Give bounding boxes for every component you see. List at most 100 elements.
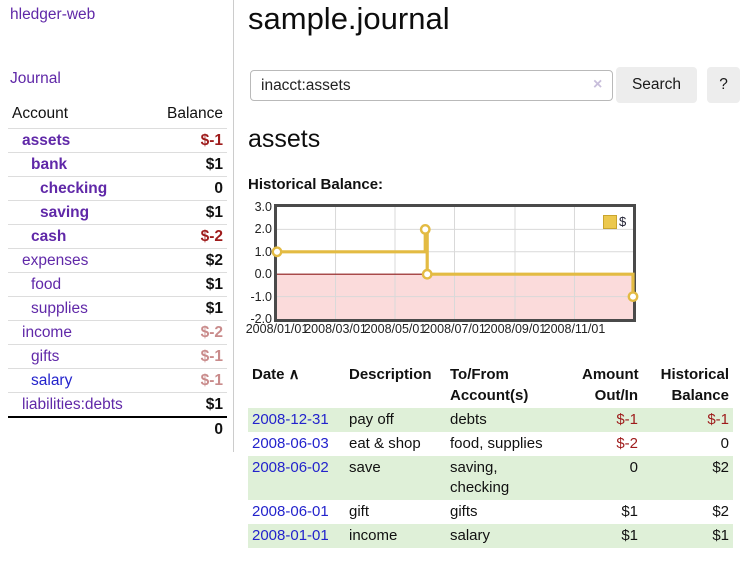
account-row: salary $-1 xyxy=(8,368,227,392)
sidebar-item-journal[interactable]: Journal xyxy=(10,70,61,87)
account-balance: $1 xyxy=(205,276,223,293)
transaction-amount: $-1 xyxy=(616,411,638,428)
x-tick-label: 2008/05/01 xyxy=(363,322,427,336)
column-header-historical-balance: Historical Balance xyxy=(660,366,729,404)
account-balance: $1 xyxy=(205,204,223,221)
account-balance: $-2 xyxy=(200,324,223,341)
y-tick-label: 3.0 xyxy=(254,200,272,214)
column-header-date[interactable]: Date ∧ xyxy=(252,366,300,383)
y-tick-label: -1.0 xyxy=(250,289,272,304)
y-tick-label: 1.0 xyxy=(254,244,272,259)
account-link[interactable]: expenses xyxy=(22,252,89,269)
transaction-amount: $-2 xyxy=(616,435,638,452)
transaction-description: save xyxy=(349,459,381,476)
account-row: income $-2 xyxy=(8,320,227,344)
transaction-date-link[interactable]: 2008-06-03 xyxy=(252,435,329,452)
transaction-amount: 0 xyxy=(629,459,638,476)
transaction-balance: $-1 xyxy=(707,411,729,428)
account-link[interactable]: liabilities:debts xyxy=(22,396,123,413)
account-link[interactable]: salary xyxy=(31,372,73,389)
account-balance: 0 xyxy=(214,180,223,197)
y-tick-label: 2.0 xyxy=(254,222,272,237)
account-link[interactable]: income xyxy=(22,324,72,341)
chart-legend: $ xyxy=(603,214,626,229)
transaction-balance: $2 xyxy=(712,503,729,520)
balance-chart: $ xyxy=(271,204,639,322)
transaction-balance: 0 xyxy=(720,435,729,452)
chart-canvas xyxy=(271,207,639,319)
x-tick-label: 2008/11/01 xyxy=(543,322,606,336)
account-link[interactable]: bank xyxy=(31,156,68,173)
transaction-row: 2008-12-31 pay off debts $-1 $-1 xyxy=(248,408,733,432)
account-tree-header: Account Balance xyxy=(8,102,227,128)
sort-ascending-icon: ∧ xyxy=(284,366,300,383)
transaction-date-link[interactable]: 2008-06-02 xyxy=(252,459,329,476)
total-balance: 0 xyxy=(214,421,223,438)
brand-link[interactable]: hledger-web xyxy=(10,6,96,23)
account-balance: $2 xyxy=(205,252,223,269)
transaction-accounts: debts xyxy=(450,411,487,428)
transaction-balance: $1 xyxy=(712,527,729,544)
account-balance: $1 xyxy=(205,300,223,317)
account-link[interactable]: cash xyxy=(31,228,67,245)
transaction-date-link[interactable]: 2008-01-01 xyxy=(252,527,329,544)
account-row: gifts $-1 xyxy=(8,344,227,368)
x-tick-label: 2008/07/01 xyxy=(423,322,486,336)
transaction-accounts: gifts xyxy=(450,503,478,520)
account-row: supplies $1 xyxy=(8,296,227,320)
account-row: liabilities:debts $1 xyxy=(8,392,227,416)
sidebar-divider xyxy=(233,0,234,452)
chart-title: Historical Balance: xyxy=(248,176,384,193)
account-link[interactable]: assets xyxy=(22,132,71,149)
transaction-amount: $1 xyxy=(621,503,638,520)
transaction-description: eat & shop xyxy=(349,435,421,452)
search-button[interactable]: Search xyxy=(616,67,697,103)
account-link[interactable]: checking xyxy=(40,180,108,197)
account-link[interactable]: saving xyxy=(40,204,90,221)
y-tick-label: 0.0 xyxy=(254,267,272,282)
x-tick-label: 2008/03/01 xyxy=(304,322,367,336)
legend-swatch-icon xyxy=(603,214,617,229)
transaction-row: 2008-06-03 eat & shop food, supplies $-2 0 xyxy=(248,432,733,456)
x-tick-label: 2008/09/01 xyxy=(483,322,547,336)
transaction-description: pay off xyxy=(349,411,394,428)
account-row: cash $-2 xyxy=(8,224,227,248)
account-link[interactable]: food xyxy=(31,276,62,293)
search-input[interactable] xyxy=(250,70,613,101)
account-link[interactable]: supplies xyxy=(31,300,88,317)
page-title: sample.journal xyxy=(248,1,450,36)
balance-column-header: Balance xyxy=(166,105,223,122)
account-row: bank $1 xyxy=(8,152,227,176)
transaction-row: 2008-06-01 gift gifts $1 $2 xyxy=(248,500,733,524)
legend-label: $ xyxy=(619,214,627,229)
transaction-balance: $2 xyxy=(712,459,729,476)
transaction-row: 2008-01-01 income salary $1 $1 xyxy=(248,524,733,548)
help-button[interactable]: ? xyxy=(707,67,740,103)
account-tree-rows: assets $-1 bank $1 checking 0 saving $1 cash $-2 e… xyxy=(8,128,227,416)
transaction-accounts: saving, checking xyxy=(450,459,510,496)
column-header-amount-out-in: Amount Out/In xyxy=(582,366,639,404)
transaction-accounts: salary xyxy=(450,527,491,544)
account-balance: $-1 xyxy=(200,132,223,149)
account-balance: $-1 xyxy=(200,348,223,365)
clear-search-icon[interactable]: × xyxy=(593,76,603,93)
column-header-to-from-account-s-: To/From Account(s) xyxy=(450,366,529,404)
account-total-row: 0 xyxy=(8,416,227,441)
column-header-description: Description xyxy=(349,366,432,383)
account-row: checking 0 xyxy=(8,176,227,200)
transaction-description: gift xyxy=(349,503,370,520)
chart-x-axis: 2008/01/01 2008/03/01 2008/05/01 2008/07/01… xyxy=(246,322,633,337)
transaction-date-link[interactable]: 2008-12-31 xyxy=(252,411,329,428)
account-balance: $1 xyxy=(205,396,223,413)
account-balance: $-2 xyxy=(200,228,223,245)
transaction-date-link[interactable]: 2008-06-01 xyxy=(252,503,329,520)
register-table: Date ∧ Description To/From Account(s) Amount… xyxy=(248,362,733,548)
account-column-header: Account xyxy=(12,105,69,122)
transaction-description: income xyxy=(349,527,398,544)
transaction-accounts: food, supplies xyxy=(450,435,543,452)
y-tick-label: -2.0 xyxy=(250,312,272,326)
account-row: food $1 xyxy=(8,272,227,296)
account-row: saving $1 xyxy=(8,200,227,224)
account-link[interactable]: gifts xyxy=(31,348,60,365)
